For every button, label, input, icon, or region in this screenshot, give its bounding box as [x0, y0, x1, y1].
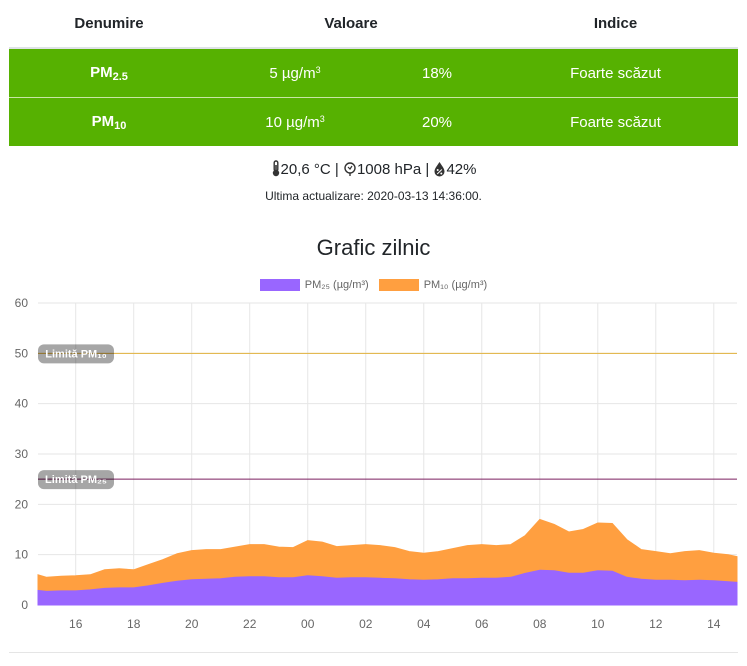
legend-swatch: [259, 279, 300, 291]
header-denumire: Denumire: [74, 15, 144, 32]
y-tick-label: 0: [21, 598, 28, 612]
table-row-pm10: PM10 10 µg/m3 20% Foarte scăzut: [9, 97, 738, 146]
pollutant-label: PM: [90, 63, 113, 81]
pollutant-name: PM10: [9, 113, 209, 132]
pollutant-value: 10 µg/m3: [209, 114, 381, 131]
header-valoare: Valoare: [324, 15, 378, 32]
y-tick-label: 60: [15, 296, 29, 310]
thermometer-icon: [271, 160, 281, 181]
x-tick-label: 22: [243, 617, 257, 631]
pollutant-subscript: 2.5: [112, 70, 128, 83]
legend-item-pm10[interactable]: PM₁₀ (µg/m³): [378, 279, 488, 291]
pollutant-percent: 20%: [421, 113, 453, 131]
humidity-icon: [433, 161, 446, 181]
last-update: Ultima actualizare: 2020-03-13 14:36:00.: [265, 189, 482, 203]
value-text: 5 µg/m: [269, 64, 316, 82]
pollutant-name: PM2.5: [9, 64, 209, 83]
x-tick-label: 10: [591, 617, 605, 631]
value-unit-sup: 3: [315, 64, 321, 75]
daily-chart: 0 10 20 30 40 50 60 16 18 20 22 00 02 04 06 08 10 12 14 Lim…: [15, 296, 738, 631]
table-row-pm25: PM2.5 5 µg/m3 18% Foarte scăzut: [9, 49, 738, 97]
legend-label: PM₂₅ (µg/m³): [304, 279, 369, 291]
legend-label: PM₁₀ (µg/m³): [423, 279, 488, 291]
limit-label-bg: [38, 344, 114, 364]
legend-item-pm25[interactable]: PM₂₅ (µg/m³): [259, 279, 369, 291]
x-tick-label: 16: [69, 617, 83, 631]
x-tick-label: 12: [649, 617, 663, 631]
separator: |: [334, 161, 339, 178]
y-tick-label: 30: [15, 447, 29, 461]
limit-label-bg: [38, 470, 114, 490]
limit-label: Limită PM₂₅: [45, 474, 107, 486]
pollutant-index: Foarte scăzut: [570, 64, 661, 82]
x-tick-label: 06: [475, 617, 489, 631]
chart-title: Grafic zilnic: [316, 235, 431, 260]
legend-swatch: [378, 279, 419, 291]
x-tick-label: 04: [417, 617, 431, 631]
limit-label: Limită PM₁₀: [45, 348, 106, 360]
pressure-value: 1008 hPa: [356, 161, 422, 178]
x-tick-label: 14: [707, 617, 721, 631]
x-tick-label: 00: [301, 617, 315, 631]
y-tick-label: 10: [15, 548, 29, 562]
pressure-icon: [343, 162, 357, 181]
x-tick-label: 20: [185, 617, 199, 631]
air-quality-table: Denumire Valoare Indice PM2.5 5 µg/m3 18…: [9, 0, 738, 146]
table-header: Denumire Valoare Indice: [9, 0, 738, 49]
x-tick-label: 08: [533, 617, 547, 631]
pollutant-index: Foarte scăzut: [570, 113, 661, 131]
area-pm25: [37, 569, 738, 606]
divider: [9, 652, 738, 653]
weather-line: 20,6 °C | 1008 hPa | 42%: [0, 160, 747, 181]
pollutant-subscript: 10: [114, 119, 127, 132]
x-tick-label: 02: [359, 617, 373, 631]
pollutant-label: PM: [91, 112, 115, 130]
temperature-value: 20,6 °C: [280, 161, 331, 178]
pollutant-percent: 18%: [421, 64, 453, 82]
pollutant-value: 5 µg/m3: [209, 65, 381, 82]
y-tick-label: 50: [15, 346, 29, 360]
humidity-value: 42%: [446, 161, 477, 178]
value-unit-sup: 3: [319, 113, 325, 124]
y-tick-label: 20: [15, 497, 29, 511]
separator: |: [425, 161, 430, 178]
header-indice: Indice: [593, 15, 638, 32]
x-tick-label: 18: [127, 617, 141, 631]
value-text: 10 µg/m: [265, 113, 320, 131]
y-tick-label: 40: [15, 397, 29, 411]
chart-legend: PM₂₅ (µg/m³) PM₁₀ (µg/m³): [0, 279, 747, 291]
